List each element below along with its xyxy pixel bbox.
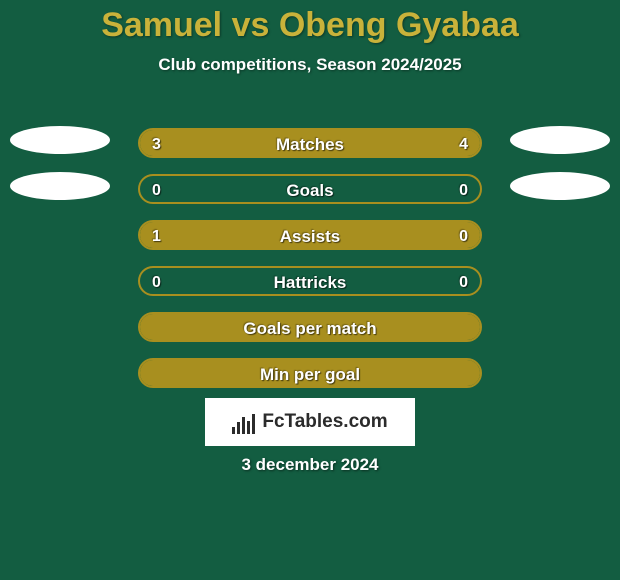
stats-rows: 34Matches 00Goals 10Assists 00Hattricks Goal… [0,120,620,396]
stat-row: 34Matches [0,120,620,166]
stat-label: Assists [140,222,480,250]
page-title: Samuel vs Obeng Gyabaa [0,0,620,45]
stat-label: Hattricks [140,268,480,296]
stat-bar: 00Hattricks [138,266,482,296]
logo-chart-icon [232,410,256,434]
stat-bar: 10Assists [138,220,482,250]
stat-row: Min per goal [0,350,620,396]
stat-label: Min per goal [140,360,480,388]
avatar [10,126,110,154]
stat-bar: Goals per match [138,312,482,342]
stat-bar: Min per goal [138,358,482,388]
stat-label: Goals per match [140,314,480,342]
logo-text: FcTables.com [262,411,387,433]
stat-bar: 34Matches [138,128,482,158]
stat-bar: 00Goals [138,174,482,204]
stat-row: 10Assists [0,212,620,258]
stat-row: 00Goals [0,166,620,212]
avatar [10,172,110,200]
subtitle: Club competitions, Season 2024/2025 [0,55,620,75]
stat-label: Matches [140,130,480,158]
stat-row: Goals per match [0,304,620,350]
logo-box: FcTables.com [205,398,415,446]
date: 3 december 2024 [0,455,620,475]
stat-row: 00Hattricks [0,258,620,304]
stat-label: Goals [140,176,480,204]
avatar [510,126,610,154]
avatar [510,172,610,200]
comparison-card: Samuel vs Obeng Gyabaa Club competitions… [0,0,620,580]
